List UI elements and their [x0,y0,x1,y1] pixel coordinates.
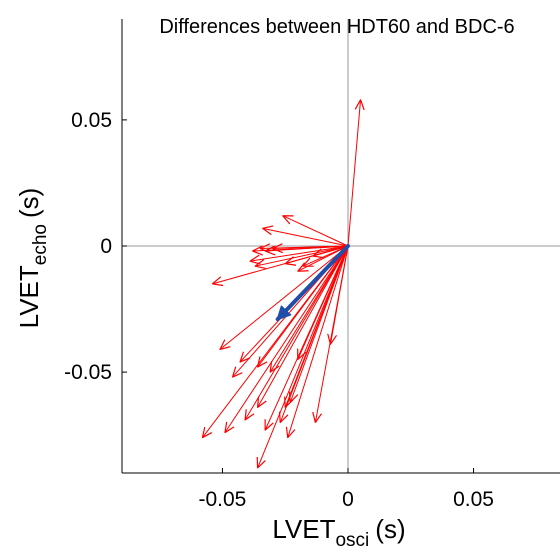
x-tick-label: -0.05 [199,488,247,511]
vector-arrow [245,245,349,420]
vector-arrow [258,245,349,468]
vectors [202,99,361,468]
vector-arrow [288,245,349,438]
y-tick-label: 0 [100,235,112,258]
y-tick-label: -0.05 [64,361,112,384]
x-tick-label: 0.05 [453,488,494,511]
y-axis-label-unit: (s) [14,188,44,218]
vector-arrow [263,228,349,247]
y-axis-label-base: LVET [14,265,44,328]
vector-arrow [252,245,349,251]
vector-arrow [298,245,349,360]
mean-vector-arrow [275,244,350,322]
x-axis-label-unit: (s) [375,514,405,544]
vector-arrow [258,245,349,407]
vector-arrow [283,216,349,247]
vector-arrow [290,245,349,402]
x-tick-label: 0 [342,488,354,511]
y-axis-label: LVETecho (s) [14,188,51,329]
x-axis-label: LVETosci (s) [272,514,405,551]
vector-arrow [250,245,349,261]
chart-title: Differences between HDT60 and BDC-6 [159,16,514,38]
vector-arrow [220,245,349,349]
vector-arrow [202,245,349,438]
ticks: -0.05 0 0.05 -0.05 0 0.05 [64,109,494,511]
vector-arrow [225,245,349,433]
vector-arrow [298,245,349,271]
vector-arrow [212,245,349,284]
x-axis-label-base: LVET [272,514,335,544]
y-tick-label: 0.05 [71,109,112,132]
vector-arrow [347,99,361,247]
y-axis-label-sub: echo [30,224,51,265]
vector-arrow [255,245,349,266]
vector-arrow [330,245,349,344]
x-axis-label-sub: osci [335,530,369,551]
